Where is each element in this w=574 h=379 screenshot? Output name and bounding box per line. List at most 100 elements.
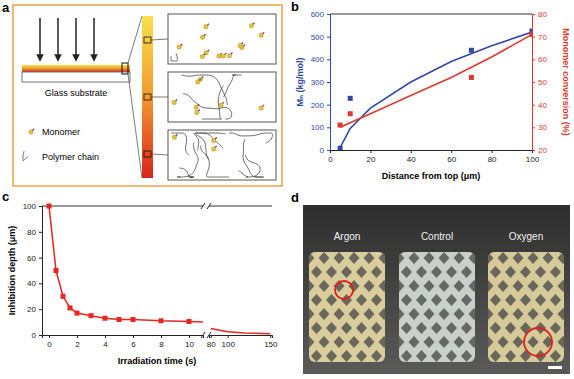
data-point — [68, 305, 73, 310]
data-point — [348, 111, 353, 116]
tick-mark — [532, 59, 535, 60]
tick-label: 60 — [27, 254, 36, 263]
panel-letter: c — [2, 189, 9, 204]
stent-body — [488, 252, 564, 362]
stent — [488, 252, 564, 362]
stent-cell — [379, 336, 386, 348]
stent-cell — [334, 252, 345, 264]
tick-mark — [327, 105, 330, 106]
polymer-chain — [196, 133, 223, 159]
tick-mark — [327, 37, 330, 38]
stent-cell — [401, 322, 412, 334]
stent-cell — [505, 266, 516, 278]
stent-cell — [416, 350, 427, 362]
stent-cell — [401, 350, 412, 362]
stent-cell — [309, 252, 315, 264]
data-point — [75, 311, 80, 316]
tick: 400 — [311, 55, 330, 64]
stent-cell — [309, 280, 315, 292]
tick-label: 40 — [27, 279, 36, 288]
stent-cell — [319, 280, 330, 292]
stent-cell — [356, 350, 367, 362]
polymer-chain — [200, 146, 229, 177]
stent-cell — [528, 308, 539, 320]
stent-cell — [416, 294, 427, 306]
stent-cell — [326, 294, 337, 306]
tick-label: 0 — [328, 155, 333, 164]
sample-label: Control — [421, 231, 453, 242]
axis-break — [201, 332, 205, 338]
tick-mark — [532, 105, 535, 106]
stent-cell — [439, 336, 450, 348]
stent-cell — [550, 266, 561, 278]
depth-marker — [144, 151, 151, 157]
zoom-box-frame — [168, 72, 276, 122]
tick: 60 — [27, 254, 42, 263]
tick-label: 60 — [447, 155, 456, 164]
light-arrow — [75, 18, 77, 58]
y-axis-title: Inhibition depth (μm) — [7, 226, 17, 316]
tick-mark — [327, 14, 330, 15]
tick-mark — [228, 335, 229, 338]
stent-cell — [341, 266, 352, 278]
data-point — [47, 204, 52, 209]
monomer-icon — [259, 106, 263, 110]
tick-label: 100 — [222, 340, 236, 349]
stent-cell — [409, 308, 420, 320]
zoom-box — [168, 14, 276, 64]
stent-cell — [461, 294, 472, 306]
stent-cell — [319, 336, 330, 348]
y-axis: 0100200300400500600 — [311, 10, 331, 155]
stent — [399, 252, 475, 362]
stent-cell — [505, 294, 516, 306]
tick-label: 30 — [538, 123, 547, 132]
tick-label: 0 — [47, 340, 52, 349]
x-axis: 020406080100 — [328, 150, 539, 164]
stent-cell — [505, 350, 516, 362]
tick: 0 — [328, 150, 333, 164]
tick-label: 70 — [538, 33, 547, 42]
polymer-chain — [179, 168, 194, 177]
stent-cell — [520, 294, 531, 306]
tick-label: 40 — [407, 155, 416, 164]
glass-substrate — [22, 72, 130, 82]
stent-cell — [461, 350, 472, 362]
plot-area — [189, 321, 203, 323]
stent-cell — [439, 280, 450, 292]
monomer-icon — [200, 35, 204, 39]
tick: 70 — [532, 33, 547, 42]
stent-cell — [558, 308, 565, 320]
monomer-icon — [172, 135, 176, 139]
depth-marker — [144, 94, 151, 100]
tick: 200 — [311, 101, 330, 110]
tick: 150 — [264, 335, 278, 349]
stent-cell — [498, 252, 509, 264]
tick-label: 4 — [103, 340, 108, 349]
axis-break — [201, 203, 205, 209]
stent-cell — [550, 322, 561, 334]
stent-cell — [334, 336, 345, 348]
stent-cell — [309, 336, 315, 348]
stent-cell — [513, 280, 524, 292]
tick-mark — [189, 335, 190, 338]
tick: 80 — [27, 228, 42, 237]
stent-cell — [399, 252, 405, 264]
stent-cell — [543, 252, 554, 264]
stent-body — [399, 252, 475, 362]
stent-cell — [461, 266, 472, 278]
tick: 100 — [23, 202, 42, 211]
tick: 80 — [488, 150, 497, 164]
stent-cell — [416, 266, 427, 278]
monomer-icon — [221, 54, 225, 58]
stent-cell — [364, 252, 375, 264]
stent-cell — [371, 294, 382, 306]
zoom-line — [151, 97, 168, 98]
stent-cell — [454, 336, 465, 348]
zoom-box — [168, 72, 276, 122]
polymer-chain — [239, 155, 260, 177]
stent-cell — [439, 308, 450, 320]
polymer-chain — [229, 133, 272, 143]
stent-cell — [520, 350, 531, 362]
axis-break — [207, 203, 211, 209]
stent-cell — [488, 280, 494, 292]
